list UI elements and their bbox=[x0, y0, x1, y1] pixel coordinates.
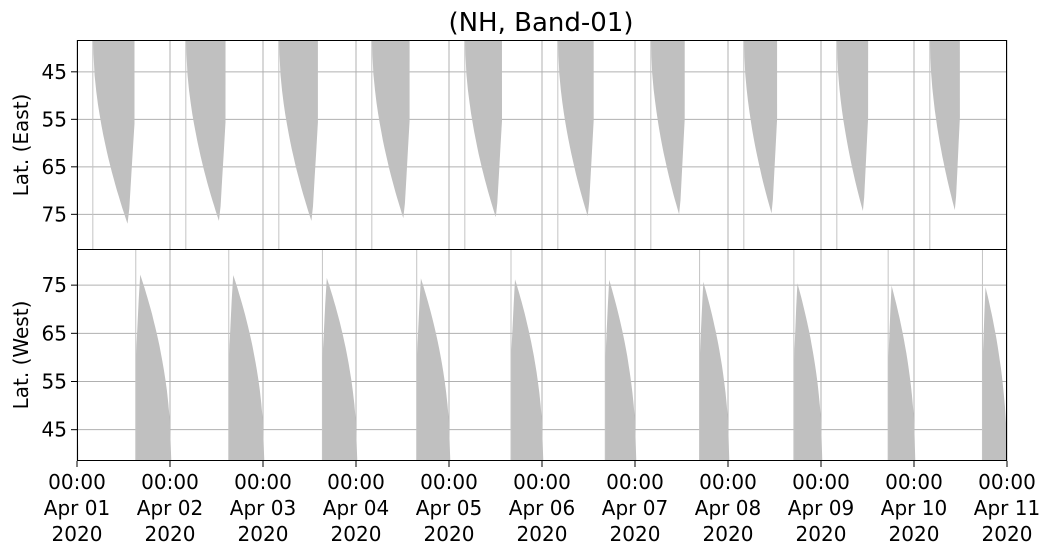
x-tick-year: 2020 bbox=[145, 522, 196, 546]
west-swath-4 bbox=[322, 277, 358, 461]
west-swath-7 bbox=[605, 279, 637, 461]
east-y-ticks: 45 55 65 75 bbox=[42, 60, 77, 226]
east-swath-3 bbox=[278, 40, 318, 221]
east-swath-5 bbox=[464, 40, 502, 218]
x-tick-time: 00:00 bbox=[513, 470, 571, 494]
x-tick-time: 00:00 bbox=[48, 470, 106, 494]
west-y-tick-label: 65 bbox=[42, 321, 67, 345]
west-y-axis-label: Lat. (West) bbox=[9, 301, 33, 410]
east-y-tick-label: 55 bbox=[42, 107, 67, 131]
x-tick-date: Apr 05 bbox=[416, 496, 482, 520]
x-tick-time: 00:00 bbox=[606, 470, 664, 494]
east-swath-4 bbox=[371, 40, 410, 219]
east-swath-9 bbox=[836, 40, 869, 211]
east-y-axis-label: Lat. (East) bbox=[9, 94, 33, 197]
x-tick-date: Apr 03 bbox=[230, 496, 296, 520]
east-swath-6 bbox=[557, 40, 594, 217]
x-tick-time: 00:00 bbox=[420, 470, 478, 494]
x-tick-time: 00:00 bbox=[699, 470, 757, 494]
west-y-ticks: 45 55 65 75 bbox=[42, 273, 77, 442]
west-y-tick-label: 75 bbox=[42, 273, 67, 297]
east-swath-8 bbox=[743, 40, 778, 214]
east-y-tick-label: 65 bbox=[42, 155, 67, 179]
east-swath-1 bbox=[92, 40, 135, 224]
east-swath-7 bbox=[650, 40, 685, 215]
panel-west: 45 55 65 75 Lat. (West) bbox=[9, 249, 1008, 461]
west-swath-5 bbox=[416, 278, 451, 461]
west-swath-2 bbox=[135, 274, 172, 461]
x-tick-date: Apr 04 bbox=[323, 496, 389, 520]
east-swath-2 bbox=[185, 40, 226, 221]
x-tick-date: Apr 08 bbox=[695, 496, 761, 520]
east-swaths bbox=[92, 40, 960, 249]
x-tick-time: 00:00 bbox=[792, 470, 850, 494]
west-swath-6 bbox=[511, 279, 544, 461]
west-y-tick-label: 45 bbox=[42, 418, 67, 442]
west-swath-8 bbox=[699, 281, 730, 461]
west-swath-9 bbox=[793, 283, 823, 461]
x-tick-time: 00:00 bbox=[234, 470, 292, 494]
x-tick-date: Apr 10 bbox=[881, 496, 947, 520]
x-tick-year: 2020 bbox=[331, 522, 382, 546]
east-y-tick-label: 45 bbox=[42, 60, 67, 84]
east-swath-10 bbox=[929, 40, 960, 211]
x-tick-time: 00:00 bbox=[885, 470, 943, 494]
west-y-tick-label: 55 bbox=[42, 370, 67, 394]
x-tick-year: 2020 bbox=[703, 522, 754, 546]
east-y-tick-label: 75 bbox=[42, 202, 67, 226]
panel-east: 45 55 65 75 Lat. (East) bbox=[9, 40, 1008, 249]
west-panel-frame bbox=[77, 249, 1007, 461]
x-tick-year: 2020 bbox=[52, 522, 103, 546]
x-tick-year: 2020 bbox=[517, 522, 568, 546]
x-tick-year: 2020 bbox=[796, 522, 847, 546]
x-tick-date: Apr 01 bbox=[44, 496, 110, 520]
x-tick-year: 2020 bbox=[610, 522, 661, 546]
chart-title: (NH, Band-01) bbox=[448, 8, 633, 38]
x-tick-time: 00:00 bbox=[327, 470, 385, 494]
x-tick-year: 2020 bbox=[238, 522, 289, 546]
west-swath-11 bbox=[982, 287, 1007, 461]
x-tick-time: 00:00 bbox=[978, 470, 1036, 494]
x-tick-time: 00:00 bbox=[141, 470, 199, 494]
west-swaths bbox=[76, 249, 1007, 461]
x-tick-date: Apr 11 bbox=[974, 496, 1040, 520]
x-tick-date: Apr 07 bbox=[602, 496, 668, 520]
x-tick-year: 2020 bbox=[982, 522, 1033, 546]
x-tick-date: Apr 02 bbox=[137, 496, 203, 520]
x-tick-date: Apr 06 bbox=[509, 496, 575, 520]
west-swath-3 bbox=[228, 275, 265, 461]
x-tick-date: Apr 09 bbox=[788, 496, 854, 520]
west-swath-10 bbox=[888, 285, 916, 461]
x-tick-year: 2020 bbox=[889, 522, 940, 546]
x-tick-year: 2020 bbox=[424, 522, 475, 546]
